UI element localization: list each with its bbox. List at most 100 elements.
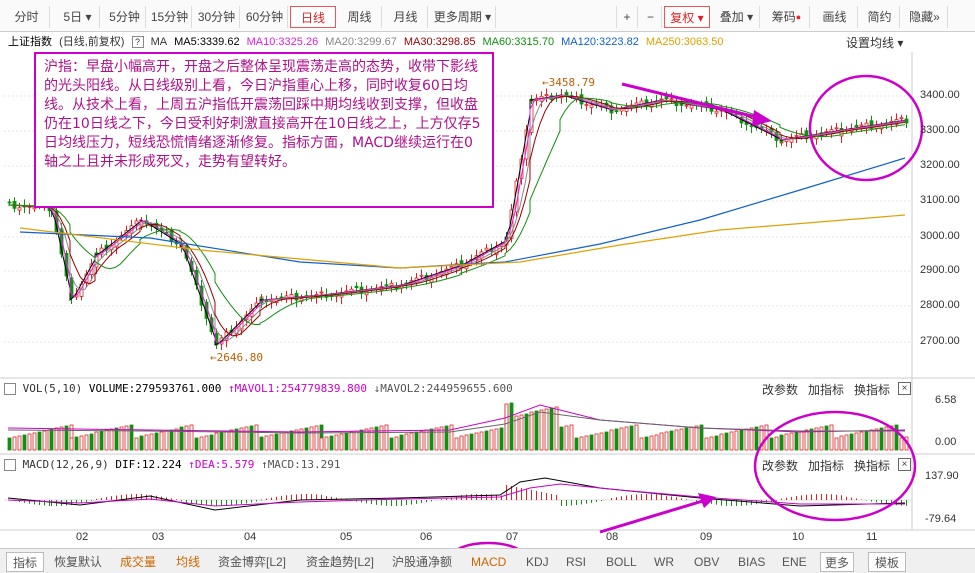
simple-button[interactable]: 简约 xyxy=(860,6,900,28)
tab-more[interactable]: 更多 xyxy=(820,552,855,572)
tab-volume[interactable]: 成交量 xyxy=(120,555,157,569)
candle-body xyxy=(889,120,894,125)
macd-dropdown-icon[interactable] xyxy=(4,459,16,471)
period-5day[interactable]: 5日 ▾ xyxy=(56,6,100,28)
vol-add-indicator-button[interactable]: 加指标 xyxy=(808,383,845,397)
tab-macd[interactable]: MACD xyxy=(471,555,507,569)
candle-body xyxy=(644,99,649,107)
candle-body xyxy=(299,298,304,302)
candle-body xyxy=(814,134,819,140)
tab-obv[interactable]: OBV xyxy=(694,555,720,569)
vol-dropdown-icon[interactable] xyxy=(4,383,16,395)
chevron-down-icon: ▾ xyxy=(897,36,904,50)
volume-bar xyxy=(519,414,524,451)
tab-fund-game[interactable]: 资金博弈[L2] xyxy=(218,555,287,569)
volume-bar xyxy=(724,432,729,451)
candle-body xyxy=(879,124,884,130)
candle-body xyxy=(144,220,149,225)
volume-bar xyxy=(754,426,759,451)
tab-northbound[interactable]: 沪股通净额 xyxy=(392,555,453,569)
candle-body xyxy=(284,295,289,299)
tab-rsi[interactable]: RSI xyxy=(566,555,587,569)
candle-body xyxy=(114,240,119,248)
adjust-button[interactable]: 复权 ▾ xyxy=(664,6,710,28)
close-icon[interactable]: × xyxy=(898,382,911,395)
candle-body xyxy=(204,301,209,319)
chart-mode: (日线,前复权) xyxy=(59,36,125,48)
month-tick-label: 09 xyxy=(700,531,713,543)
candle-body xyxy=(669,98,674,101)
volume-bar xyxy=(164,430,169,451)
tab-ma[interactable]: 均线 xyxy=(176,555,201,569)
period-15min[interactable]: 15分钟 xyxy=(148,6,192,28)
volume-bar xyxy=(874,428,879,451)
period-monthly[interactable]: 月线 xyxy=(384,6,428,28)
volume-bar xyxy=(484,430,489,451)
candle-body xyxy=(524,129,529,160)
volume-bar xyxy=(734,430,739,451)
price-tick-label: 3300.00 xyxy=(920,124,960,136)
period-timeshare[interactable]: 分时 xyxy=(4,6,50,28)
tab-fund-trend[interactable]: 资金趋势[L2] xyxy=(306,555,375,569)
candle-body xyxy=(559,95,564,98)
candle-body xyxy=(684,104,689,107)
volume-bar xyxy=(809,428,814,451)
vol-params-button[interactable]: 改参数 xyxy=(762,383,799,397)
period-more[interactable]: 更多周期 ▾ xyxy=(430,6,496,28)
volume-bar xyxy=(494,428,499,451)
macd-switch-indicator-button[interactable]: 换指标 xyxy=(854,459,891,473)
draw-line-button[interactable]: 画线 xyxy=(812,6,858,28)
zoom-out-button[interactable]: − xyxy=(640,6,662,28)
tab-boll[interactable]: BOLL xyxy=(606,555,637,569)
hide-button[interactable]: 隐藏» xyxy=(902,6,948,28)
volume-bar xyxy=(609,429,614,451)
period-weekly[interactable]: 周线 xyxy=(338,6,382,28)
ma-settings-button[interactable]: 设置均线 ▾ xyxy=(846,34,903,51)
tab-bias[interactable]: BIAS xyxy=(738,555,766,569)
close-icon[interactable]: × xyxy=(898,458,911,471)
candle-body xyxy=(109,244,114,251)
volume-bar xyxy=(839,435,844,451)
tab-ene[interactable]: ENE xyxy=(782,555,807,569)
period-daily[interactable]: 日线 xyxy=(290,6,336,28)
tab-wr[interactable]: WR xyxy=(654,555,674,569)
volume-bar xyxy=(509,402,514,451)
volume-bar xyxy=(37,431,42,451)
candle-body xyxy=(479,251,484,259)
candle-body xyxy=(174,241,179,245)
volume-bar xyxy=(319,437,324,451)
volume-bar xyxy=(304,427,309,451)
tab-kdj[interactable]: KDJ xyxy=(526,555,549,569)
period-5min[interactable]: 5分钟 xyxy=(104,6,146,28)
tab-indicator[interactable]: 指标 xyxy=(6,552,45,572)
volume-bar xyxy=(789,432,794,451)
volume-bar xyxy=(319,424,324,451)
macd-params-button[interactable]: 改参数 xyxy=(762,459,799,473)
chips-button[interactable]: 筹码● xyxy=(764,6,810,28)
candle-body xyxy=(604,102,609,107)
candle-body xyxy=(679,103,684,106)
volume-bar xyxy=(829,424,834,451)
candle-body xyxy=(539,95,544,102)
help-icon[interactable]: ? xyxy=(131,36,144,48)
vol-label: VOL(5,10) xyxy=(22,382,83,395)
volume-bar xyxy=(27,433,32,451)
period-30min[interactable]: 30分钟 xyxy=(194,6,240,28)
overlay-button[interactable]: 叠加 ▾ xyxy=(714,6,760,28)
candle-body xyxy=(659,99,664,102)
candle-body xyxy=(379,286,384,291)
volume-bar xyxy=(344,432,349,451)
volume-bar xyxy=(834,437,839,451)
volume-bar xyxy=(299,428,304,451)
candle-body xyxy=(854,125,859,128)
candle-body xyxy=(744,121,749,125)
volume-bar xyxy=(899,437,904,451)
period-60min[interactable]: 60分钟 xyxy=(242,6,288,28)
vol-switch-indicator-button[interactable]: 换指标 xyxy=(854,383,891,397)
tab-restore-default[interactable]: 恢复默认 xyxy=(54,555,103,569)
volume-bar xyxy=(794,431,799,451)
zoom-in-button[interactable]: + xyxy=(616,6,638,28)
tab-template[interactable]: 模板 xyxy=(868,552,907,572)
macd-add-indicator-button[interactable]: 加指标 xyxy=(808,459,845,473)
candle-body xyxy=(709,103,714,112)
